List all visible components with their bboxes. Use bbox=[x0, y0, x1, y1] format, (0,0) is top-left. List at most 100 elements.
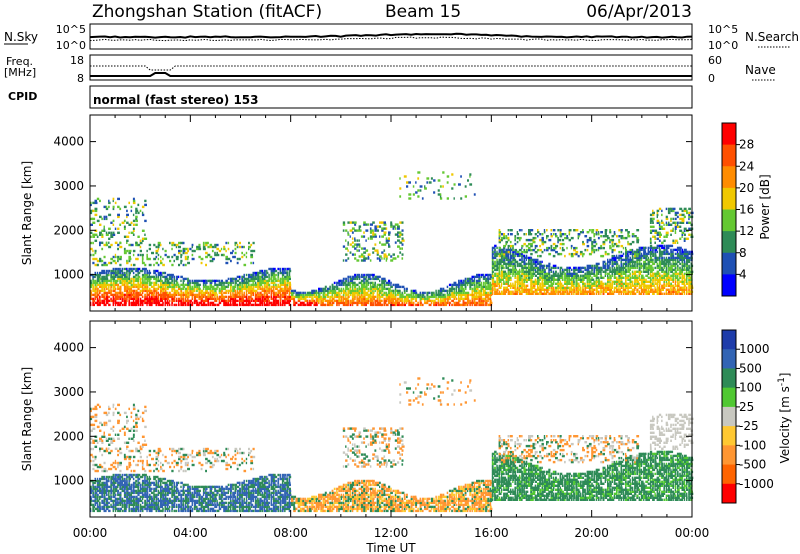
power-cell bbox=[146, 275, 149, 279]
power-cell bbox=[686, 278, 688, 281]
power-cell bbox=[451, 289, 453, 293]
power-cell bbox=[564, 282, 567, 285]
power-cell bbox=[686, 221, 689, 224]
power-cell bbox=[661, 258, 663, 262]
power-cell bbox=[358, 275, 361, 279]
power-cell bbox=[607, 260, 610, 264]
power-cell bbox=[591, 264, 593, 268]
power-cell bbox=[674, 266, 677, 270]
power-cell bbox=[464, 301, 467, 305]
power-cell bbox=[202, 283, 205, 287]
power-cell bbox=[270, 289, 274, 293]
power-cell bbox=[625, 286, 628, 289]
velocity-cell bbox=[94, 439, 98, 442]
power-cell bbox=[356, 283, 359, 287]
power-cell bbox=[582, 278, 585, 281]
power-cell bbox=[92, 253, 95, 257]
power-cell bbox=[647, 262, 650, 266]
power-cell bbox=[543, 231, 546, 234]
velocity-cell bbox=[99, 483, 102, 487]
power-cell bbox=[498, 268, 500, 272]
power-cell bbox=[286, 287, 289, 291]
power-cell bbox=[401, 257, 404, 260]
velocity-cell bbox=[92, 415, 95, 419]
power-cell bbox=[245, 289, 248, 293]
power-cell bbox=[521, 268, 525, 272]
power-cell bbox=[609, 231, 612, 234]
power-cell bbox=[363, 295, 366, 299]
power-cell bbox=[171, 241, 175, 245]
power-cell bbox=[132, 199, 136, 203]
power-cell bbox=[202, 243, 205, 247]
power-cell bbox=[254, 271, 258, 275]
power-cell bbox=[218, 291, 222, 295]
power-cell bbox=[101, 247, 104, 251]
power-cell bbox=[616, 242, 618, 246]
power-cell bbox=[252, 249, 256, 253]
power-cell bbox=[103, 215, 106, 219]
power-cell bbox=[162, 283, 165, 287]
power-cell bbox=[638, 258, 641, 262]
power-cell bbox=[575, 290, 579, 293]
power-cell bbox=[157, 247, 160, 251]
power-cell bbox=[627, 288, 629, 291]
power-cell bbox=[103, 271, 106, 275]
power-cell bbox=[555, 246, 557, 250]
power-cell bbox=[473, 301, 477, 305]
power-cell bbox=[683, 229, 686, 232]
power-cell bbox=[130, 243, 134, 247]
power-cell bbox=[609, 290, 612, 293]
power-cell bbox=[498, 246, 501, 250]
power-cell bbox=[220, 295, 224, 299]
power-cell bbox=[458, 297, 461, 301]
power-cell bbox=[616, 280, 619, 283]
power-cell bbox=[579, 286, 582, 289]
power-cell bbox=[96, 299, 100, 303]
power-cell bbox=[191, 257, 195, 261]
power-cell bbox=[257, 295, 260, 299]
power-cell bbox=[541, 266, 545, 270]
power-cell bbox=[214, 243, 217, 247]
power-cell bbox=[561, 288, 565, 291]
power-cell bbox=[103, 227, 105, 230]
power-cell bbox=[191, 297, 193, 301]
power-cell bbox=[187, 291, 190, 295]
power-cell bbox=[211, 289, 214, 293]
power-cell bbox=[340, 299, 343, 303]
power-cell bbox=[128, 279, 131, 283]
power-cell bbox=[485, 299, 488, 303]
power-cell bbox=[512, 256, 515, 260]
power-cell bbox=[661, 284, 664, 287]
power-cell bbox=[349, 299, 352, 303]
power-cell bbox=[336, 299, 339, 303]
power-cell bbox=[148, 283, 152, 287]
power-cell bbox=[155, 275, 158, 279]
power-cell bbox=[180, 291, 183, 295]
power-cell bbox=[397, 293, 399, 297]
power-cell bbox=[525, 280, 528, 283]
power-cell bbox=[164, 253, 167, 257]
power-cell bbox=[523, 286, 526, 289]
power-cell bbox=[101, 217, 103, 221]
power-cell bbox=[491, 284, 495, 287]
power-cell bbox=[656, 266, 659, 270]
power-cell bbox=[469, 175, 471, 178]
power-cell bbox=[288, 271, 291, 275]
power-cell bbox=[338, 303, 340, 307]
power-cell bbox=[437, 303, 440, 307]
power-cell bbox=[311, 295, 313, 299]
power-cell bbox=[101, 285, 105, 289]
power-cell bbox=[582, 276, 586, 279]
power-cell bbox=[509, 252, 512, 256]
power-cell bbox=[607, 266, 610, 270]
power-cell bbox=[514, 276, 517, 279]
power-cell bbox=[112, 297, 115, 301]
power-cell bbox=[541, 292, 545, 295]
power-cell bbox=[665, 272, 669, 275]
power-cell bbox=[688, 256, 691, 260]
power-cell bbox=[105, 217, 108, 221]
power-cell bbox=[216, 279, 219, 283]
power-cell bbox=[688, 260, 691, 264]
power-cell bbox=[458, 289, 461, 293]
